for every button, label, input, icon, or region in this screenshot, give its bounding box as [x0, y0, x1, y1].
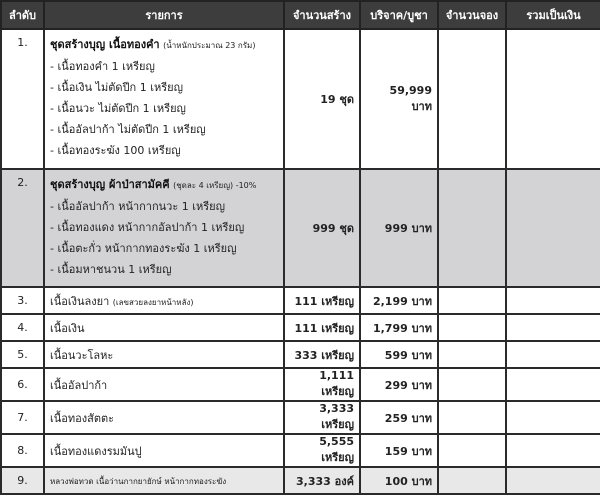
set-item: - เนื้อทองคำ 1 เหรียญ	[50, 60, 155, 73]
item-name: เนื้อทองแดงรมมันปู	[50, 444, 142, 458]
item-row: 5. เนื้อนวะโลหะ 333 เหรียญ 599 บาท	[0, 340, 600, 369]
total-cell[interactable]	[505, 367, 600, 402]
order-cell: 8.	[0, 433, 45, 468]
header-item: รายการ	[43, 0, 285, 30]
item-row: 7. เนื้อทองสัตตะ 3,333 เหรียญ 259 บาท	[0, 400, 600, 435]
price-cell: 1,799 บาท	[359, 313, 439, 342]
set-item: - เนื้ออัลปาก้า หน้ากากนวะ 1 เหรียญ	[50, 200, 225, 213]
order-cell: 4.	[0, 313, 45, 342]
item-name: เนื้อทองสัตตะ	[50, 411, 115, 425]
quantity-cell: 3,333 องค์	[283, 466, 361, 495]
item-row: 3. เนื้อเงินลงยา (เลขสวยลงยาหน้าหลัง) 11…	[0, 286, 600, 315]
set-item: - เนื้อทองระฆัง 100 เหรียญ	[50, 144, 181, 157]
quantity-cell: 3,333 เหรียญ	[283, 400, 361, 435]
reserve-cell[interactable]	[437, 367, 507, 402]
reserve-cell[interactable]	[437, 433, 507, 468]
header-price: บริจาค/บูชา	[359, 0, 439, 30]
reserve-cell[interactable]	[437, 313, 507, 342]
reserve-cell[interactable]	[437, 466, 507, 495]
total-cell[interactable]	[505, 28, 600, 170]
price-cell: 159 บาท	[359, 433, 439, 468]
total-cell[interactable]	[505, 340, 600, 369]
set-item: - เนื้อเงิน ไม่ตัดปีก 1 เหรียญ	[50, 81, 183, 94]
item-name: เนื้อเงิน	[50, 321, 85, 335]
header-row: ลำดับ รายการ จำนวนสร้าง บริจาค/บูชา จำนว…	[0, 0, 600, 30]
set-note: (น้ำหนักประมาณ 23 กรัม)	[163, 41, 256, 50]
quantity-cell: 999 ชุด	[283, 168, 361, 288]
set-title: ชุดสร้างบุญ เนื้อทองคำ	[50, 38, 160, 51]
quantity-cell: 19 ชุด	[283, 28, 361, 170]
reserve-cell[interactable]	[437, 168, 507, 288]
price-cell: 299 บาท	[359, 367, 439, 402]
header-reserve: จำนวนจอง	[437, 0, 507, 30]
order-cell: 6.	[0, 367, 45, 402]
total-cell[interactable]	[505, 466, 600, 495]
quantity-cell: 111 เหรียญ	[283, 313, 361, 342]
header-order: ลำดับ	[0, 0, 45, 30]
set-row: 2. ชุดสร้างบุญ ผ้าป่าสามัคคี (ชุดละ 4 เห…	[0, 168, 600, 288]
quantity-cell: 111 เหรียญ	[283, 286, 361, 315]
order-cell: 3.	[0, 286, 45, 315]
set-item: - เนื้อนวะ ไม่ตัดปีก 1 เหรียญ	[50, 102, 186, 115]
quantity-cell: 5,555 เหรียญ	[283, 433, 361, 468]
header-quantity: จำนวนสร้าง	[283, 0, 361, 30]
order-cell: 1.	[0, 28, 45, 170]
item-note: (เลขสวยลงยาหน้าหลัง)	[112, 297, 194, 307]
item-name: เนื้ออัลปาก้า	[50, 378, 108, 392]
quantity-cell: 1,111 เหรียญ	[283, 367, 361, 402]
set-item: - เนื้อมหาชนวน 1 เหรียญ	[50, 263, 172, 276]
order-cell: 7.	[0, 400, 45, 435]
reserve-cell[interactable]	[437, 286, 507, 315]
set-row: 1. ชุดสร้างบุญ เนื้อทองคำ (น้ำหนักประมาณ…	[0, 28, 600, 170]
price-cell: 2,199 บาท	[359, 286, 439, 315]
header-total: รวมเป็นเงิน	[505, 0, 600, 30]
price-cell: 599 บาท	[359, 340, 439, 369]
set-title: ชุดสร้างบุญ ผ้าป่าสามัคคี	[50, 178, 170, 191]
reserve-cell[interactable]	[437, 28, 507, 170]
item-name: เนื้อเงินลงยา	[50, 294, 110, 308]
set-item: - เนื้อทองแดง หน้ากากอัลปาก้า 1 เหรียญ	[50, 221, 245, 234]
price-cell: 259 บาท	[359, 400, 439, 435]
order-cell: 9.	[0, 466, 45, 495]
reserve-cell[interactable]	[437, 400, 507, 435]
price-cell: 59,999 บาท	[359, 28, 439, 170]
quantity-cell: 333 เหรียญ	[283, 340, 361, 369]
price-cell: 100 บาท	[359, 466, 439, 495]
set-item: - เนื้อตะกั่ว หน้ากากทองระฆัง 1 เหรียญ	[50, 242, 237, 255]
total-cell[interactable]	[505, 168, 600, 288]
item-row: 6. เนื้ออัลปาก้า 1,111 เหรียญ 299 บาท	[0, 367, 600, 402]
order-cell: 5.	[0, 340, 45, 369]
set-note: (ชุดละ 4 เหรียญ) -10%	[173, 181, 257, 190]
total-cell[interactable]	[505, 400, 600, 435]
item-name: หลวงพ่อทวด เนื้อว่านกากยายักษ์ หน้ากากทอ…	[50, 476, 227, 486]
set-item: - เนื้ออัลปาก้า ไม่ตัดปีก 1 เหรียญ	[50, 123, 206, 136]
reserve-cell[interactable]	[437, 340, 507, 369]
item-name: เนื้อนวะโลหะ	[50, 348, 114, 362]
order-cell: 2.	[0, 168, 45, 288]
total-cell[interactable]	[505, 433, 600, 468]
total-cell[interactable]	[505, 286, 600, 315]
item-row: 8. เนื้อทองแดงรมมันปู 5,555 เหรียญ 159 บ…	[0, 433, 600, 468]
item-row: 9. หลวงพ่อทวด เนื้อว่านกากยายักษ์ หน้ากา…	[0, 466, 600, 495]
item-row: 4. เนื้อเงิน 111 เหรียญ 1,799 บาท	[0, 313, 600, 342]
price-cell: 999 บาท	[359, 168, 439, 288]
total-cell[interactable]	[505, 313, 600, 342]
